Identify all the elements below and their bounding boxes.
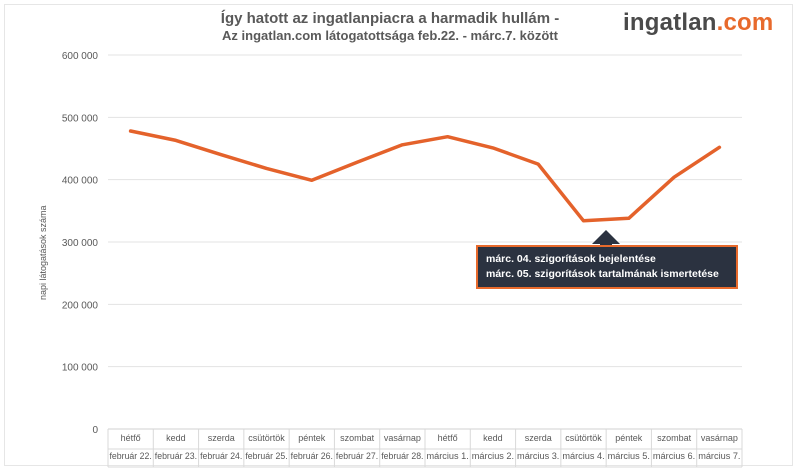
x-tick-label-date: február 25. (245, 451, 287, 461)
chart-border (4, 4, 793, 466)
x-tick-label-date: március 6. (653, 451, 695, 461)
y-tick-label: 200 000 (62, 300, 99, 311)
x-tick-label-date: március 1. (427, 451, 469, 461)
annotation-line-2: márc. 05. szigorítások tartalmának ismer… (486, 268, 719, 280)
x-tick-label-date: február 24. (200, 451, 242, 461)
y-tick-label: 100 000 (62, 363, 99, 374)
x-tick-label-day: hétfő (121, 433, 141, 443)
series-line (128, 129, 722, 223)
x-tick-label-date: február 27. (336, 451, 378, 461)
x-tick-label-day: vasárnap (701, 433, 738, 443)
x-tick-label-day: hétfő (438, 433, 458, 443)
x-tick-label-day: csütörtök (565, 433, 602, 443)
x-tick-label-day: szerda (525, 433, 552, 443)
x-tick-label-day: szombat (340, 433, 375, 443)
x-tick-label-date: március 4. (562, 451, 604, 461)
annotation-box: márc. 04. szigorítások bejelentése márc.… (476, 245, 738, 289)
y-tick-label: 600 000 (62, 51, 99, 62)
brand-logo: ingatlan.com (623, 9, 773, 37)
chart-subtitle: Az ingatlan.com látogatottsága feb.22. -… (222, 28, 558, 43)
x-tick-label-day: péntek (298, 433, 326, 443)
x-tick-label-day: csütörtök (248, 433, 285, 443)
x-tick-label-day: szombat (657, 433, 692, 443)
x-tick-label-date: március 2. (472, 451, 514, 461)
x-tick-label-day: péntek (615, 433, 643, 443)
x-tick-label-day: kedd (166, 433, 186, 443)
y-tick-label: 400 000 (62, 176, 99, 187)
x-tick-label-date: március 7. (698, 451, 740, 461)
y-tick-label: 300 000 (62, 238, 99, 249)
x-tick-label-date: február 22. (110, 451, 152, 461)
x-tick-label-date: február 28. (381, 451, 423, 461)
y-tick-label: 500 000 (62, 113, 99, 124)
y-tick-label: 0 (92, 425, 98, 436)
annotation-line-1: márc. 04. szigorítások bejelentése (486, 253, 656, 265)
x-tick-label-day: kedd (483, 433, 503, 443)
logo-text-main: ingatlan (623, 9, 717, 36)
x-tick-label-date: február 26. (291, 451, 333, 461)
x-tick-label-date: február 23. (155, 451, 197, 461)
logo-text-domain: .com (716, 9, 774, 36)
x-tick-label-day: szerda (208, 433, 235, 443)
chart-title: Így hatott az ingatlanpiacra a harmadik … (220, 10, 560, 27)
x-tick-label-date: március 5. (608, 451, 650, 461)
x-tick-label-date: március 3. (517, 451, 559, 461)
x-tick-label-day: vasárnap (384, 433, 421, 443)
annotation-arrow-icon (592, 230, 620, 248)
